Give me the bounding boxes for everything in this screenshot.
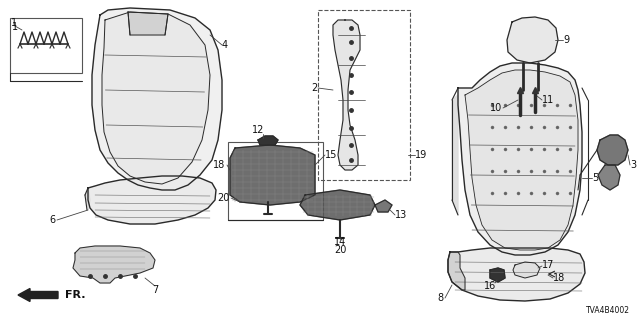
Text: 18: 18	[553, 273, 565, 283]
Text: TVA4B4002: TVA4B4002	[586, 306, 630, 315]
Polygon shape	[598, 165, 620, 190]
Text: 2: 2	[312, 83, 318, 93]
Polygon shape	[490, 268, 505, 282]
Text: 14: 14	[334, 237, 346, 247]
Polygon shape	[85, 188, 90, 210]
Polygon shape	[597, 135, 628, 165]
Text: 16: 16	[484, 281, 496, 291]
Polygon shape	[458, 63, 582, 255]
Polygon shape	[448, 252, 465, 290]
Text: 9: 9	[563, 35, 569, 45]
Text: 10: 10	[490, 103, 502, 113]
Polygon shape	[333, 20, 360, 170]
Polygon shape	[88, 176, 216, 224]
Polygon shape	[92, 8, 222, 190]
Text: 19: 19	[415, 150, 428, 160]
Polygon shape	[230, 145, 315, 205]
Text: 5: 5	[592, 173, 598, 183]
Text: FR.: FR.	[65, 290, 86, 300]
Text: 13: 13	[395, 210, 407, 220]
Bar	[318, 10, 410, 180]
Bar	[10, 18, 82, 73]
Bar	[228, 142, 323, 220]
Text: 11: 11	[542, 95, 554, 105]
Text: 17: 17	[542, 260, 554, 270]
Text: 20: 20	[334, 245, 346, 255]
Polygon shape	[448, 248, 585, 301]
Text: 12: 12	[252, 125, 264, 135]
FancyArrow shape	[18, 289, 58, 301]
Text: 8: 8	[437, 293, 443, 303]
Text: 20: 20	[218, 193, 230, 203]
Text: 7: 7	[152, 285, 158, 295]
Polygon shape	[300, 190, 375, 220]
Polygon shape	[465, 70, 578, 250]
Text: 1: 1	[12, 22, 18, 32]
Text: 4: 4	[222, 40, 228, 50]
Text: 15: 15	[325, 150, 337, 160]
Polygon shape	[102, 12, 210, 184]
Text: 1: 1	[11, 18, 17, 28]
Polygon shape	[258, 136, 278, 145]
Polygon shape	[513, 262, 540, 278]
Text: 3: 3	[630, 160, 636, 170]
Polygon shape	[452, 95, 458, 215]
Text: 6: 6	[49, 215, 55, 225]
Text: 18: 18	[212, 160, 225, 170]
Polygon shape	[375, 200, 392, 212]
Polygon shape	[73, 246, 155, 283]
Polygon shape	[128, 12, 168, 35]
Polygon shape	[507, 17, 558, 63]
